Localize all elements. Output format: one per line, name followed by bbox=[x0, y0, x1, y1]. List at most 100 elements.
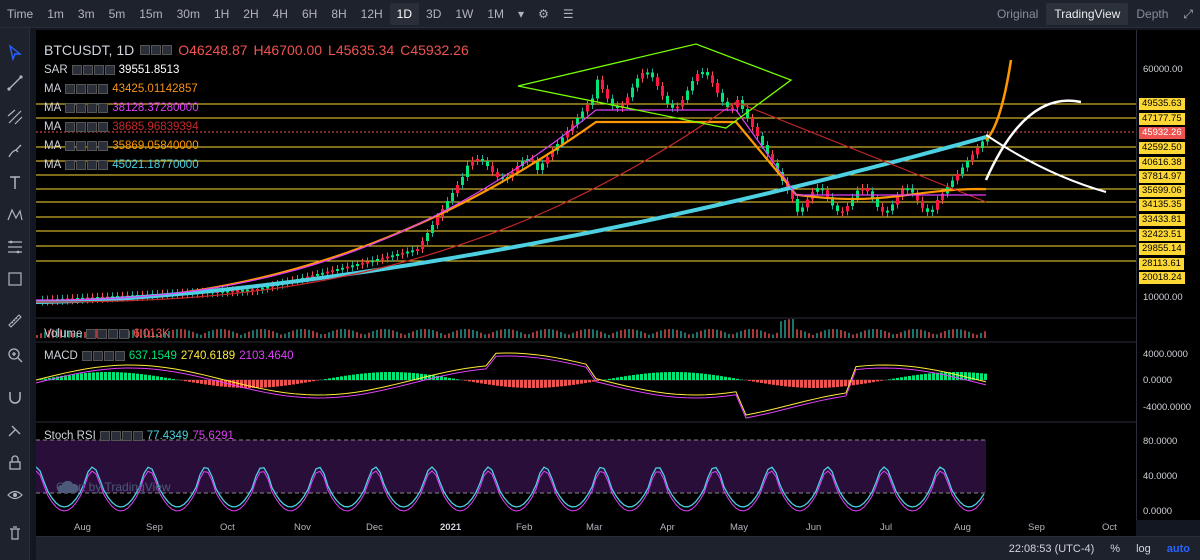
pitchfork-icon[interactable] bbox=[4, 106, 26, 128]
lock-icon[interactable] bbox=[4, 452, 26, 474]
trend-line-icon[interactable] bbox=[4, 72, 26, 94]
tf-4h[interactable]: 4H bbox=[272, 6, 288, 21]
tf-time[interactable]: Time bbox=[7, 6, 34, 21]
tf-1w[interactable]: 1W bbox=[455, 6, 474, 21]
trash-icon[interactable] bbox=[4, 522, 26, 544]
price-level: 28113.61 bbox=[1139, 258, 1184, 270]
text-tool-icon[interactable] bbox=[4, 172, 26, 194]
candle-body bbox=[636, 78, 639, 88]
lock-drawing-icon[interactable] bbox=[4, 420, 26, 442]
measure-icon[interactable] bbox=[4, 268, 26, 290]
macd-histogram-bar bbox=[384, 372, 387, 380]
zoom-in-icon[interactable] bbox=[4, 344, 26, 366]
volume-bar bbox=[728, 333, 730, 338]
legend-volume[interactable]: Volume 6.013K bbox=[44, 328, 170, 340]
candle-body bbox=[861, 188, 864, 191]
legend-macd[interactable]: MACD 637.1549 2740.6189 2103.4640 bbox=[44, 350, 294, 362]
tf-3m[interactable]: 3m bbox=[77, 6, 95, 21]
volume-bar bbox=[820, 331, 822, 338]
tf-3d[interactable]: 3D bbox=[426, 6, 442, 21]
candle-body bbox=[521, 160, 524, 166]
legend-ma-2[interactable]: MA 38128.37280000 bbox=[44, 102, 199, 114]
tf-30m[interactable]: 30m bbox=[176, 6, 200, 21]
macd-histogram-bar bbox=[132, 373, 135, 380]
log-toggle[interactable]: log bbox=[1136, 542, 1151, 555]
volume-bar bbox=[872, 329, 874, 338]
volume-bar bbox=[256, 329, 258, 338]
volume-bar bbox=[328, 332, 330, 338]
tf-15m[interactable]: 15m bbox=[139, 6, 163, 21]
percent-toggle[interactable]: % bbox=[1110, 542, 1121, 555]
auto-toggle[interactable]: auto bbox=[1166, 542, 1190, 555]
price-scale[interactable]: 60000.00 49535.63 47177.75 45932.26 4259… bbox=[1136, 30, 1200, 520]
volume-bar bbox=[668, 329, 670, 338]
volume-bar bbox=[244, 333, 246, 338]
tf-6h[interactable]: 6H bbox=[301, 6, 318, 21]
legend-stoch-rsi[interactable]: Stoch RSI 77.4349 75.6291 bbox=[44, 430, 234, 442]
tf-1mo[interactable]: 1M bbox=[487, 6, 505, 21]
macd-histogram-bar bbox=[788, 380, 791, 387]
candle-body bbox=[376, 259, 379, 261]
legend-sar[interactable]: SAR 39551.8513 bbox=[44, 64, 180, 76]
macd-histogram-bar bbox=[740, 379, 743, 380]
macd-histogram-bar bbox=[40, 379, 43, 380]
legend-ma-3[interactable]: MA 38685.96839394 bbox=[44, 121, 199, 133]
volume-bar bbox=[420, 329, 422, 338]
macd-histogram-bar bbox=[372, 372, 375, 380]
pattern-icon[interactable] bbox=[4, 204, 26, 226]
indicator-settings-icon[interactable]: ☰ bbox=[562, 6, 574, 21]
legend-ma-4[interactable]: MA 35869.05840000 bbox=[44, 140, 199, 152]
settings-sliders-icon[interactable]: ⚙ bbox=[538, 6, 549, 21]
cursor-icon[interactable] bbox=[4, 42, 26, 64]
tf-2h[interactable]: 2H bbox=[243, 6, 259, 21]
legend-ma-1[interactable]: MA 43425.01142857 bbox=[44, 83, 198, 95]
volume-bar bbox=[892, 334, 894, 338]
volume-bar bbox=[916, 329, 918, 338]
volume-bar bbox=[332, 330, 334, 338]
candle-body bbox=[306, 276, 309, 279]
ruler-icon[interactable] bbox=[4, 310, 26, 332]
price-chart[interactable]: BTCUSDT, 1D O46248.87 H46700.00 L45635.3… bbox=[36, 30, 1136, 520]
view-tradingview[interactable]: TradingView bbox=[1046, 2, 1129, 25]
magnet-icon[interactable] bbox=[4, 386, 26, 408]
macd-histogram-bar bbox=[704, 373, 707, 380]
macd-histogram-bar bbox=[228, 380, 231, 388]
fullscreen-icon[interactable]: ⤢ bbox=[1183, 6, 1193, 21]
time-label: Dec bbox=[366, 522, 383, 533]
volume-bar bbox=[628, 329, 630, 338]
macd-value-3: 2103.4640 bbox=[239, 350, 294, 362]
tf-8h[interactable]: 8H bbox=[331, 6, 347, 21]
candle-body bbox=[261, 287, 264, 290]
candle-body bbox=[736, 100, 739, 108]
tf-1h[interactable]: 1H bbox=[213, 6, 230, 21]
view-depth[interactable]: Depth bbox=[1136, 6, 1169, 21]
fib-icon[interactable] bbox=[4, 236, 26, 258]
macd-histogram-bar bbox=[864, 380, 867, 384]
volume-bar bbox=[576, 331, 578, 338]
legend-ma-5[interactable]: MA 45021.18770000 bbox=[44, 159, 199, 171]
tf-12h[interactable]: 12H bbox=[360, 6, 383, 21]
brush-icon[interactable] bbox=[4, 140, 26, 162]
macd-histogram-bar bbox=[940, 372, 943, 380]
tf-5m[interactable]: 5m bbox=[108, 6, 126, 21]
macd-histogram-bar bbox=[324, 379, 327, 380]
eye-icon[interactable] bbox=[4, 484, 26, 506]
candle-body bbox=[851, 197, 854, 207]
current-price-label: 45932.26 bbox=[1139, 127, 1185, 139]
view-original[interactable]: Original bbox=[996, 6, 1039, 21]
candle-body bbox=[456, 185, 459, 193]
tf-1m[interactable]: 1m bbox=[47, 6, 64, 21]
macd-histogram-bar bbox=[632, 374, 635, 380]
macd-histogram-bar bbox=[920, 374, 923, 380]
volume-bar bbox=[48, 330, 50, 338]
tf-1d[interactable]: 1D bbox=[389, 2, 420, 25]
chart-type-dropdown[interactable]: ▾ bbox=[518, 6, 525, 21]
time-axis[interactable]: Aug Sep Oct Nov Dec 2021 Feb Mar Apr May… bbox=[36, 520, 1136, 536]
macd-histogram-bar bbox=[820, 380, 823, 388]
macd-histogram-bar bbox=[60, 375, 63, 380]
macd-histogram-bar bbox=[140, 374, 143, 380]
candle-body bbox=[686, 90, 689, 101]
candle-body bbox=[676, 106, 679, 109]
macd-histogram-bar bbox=[524, 380, 527, 388]
macd-histogram-bar bbox=[428, 374, 431, 380]
